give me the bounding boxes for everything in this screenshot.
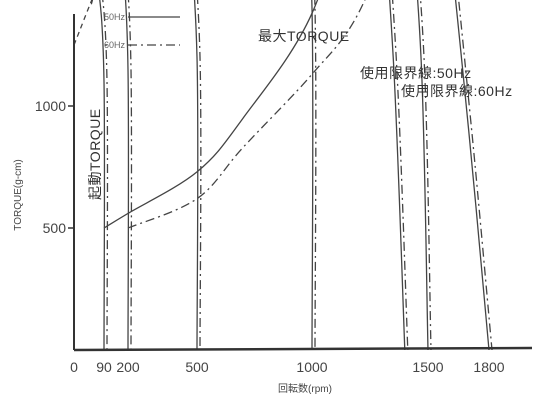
legend-label-50hz: 50Hz bbox=[104, 12, 126, 22]
y-tick-label-500: 500 bbox=[43, 220, 67, 236]
annotation-start-torque: 起動TORQUE bbox=[87, 108, 103, 200]
x-tick-label-0: 0 bbox=[70, 359, 78, 375]
speed-torque-curve-60hz-1400 bbox=[362, 0, 407, 350]
speed-torque-curve-200 bbox=[113, 0, 129, 350]
x-tick-label-1800: 1800 bbox=[473, 359, 504, 375]
x-tick-label-1500: 1500 bbox=[412, 359, 443, 375]
annotation-max-torque: 最大TORQUE bbox=[258, 28, 350, 44]
x-tick-label-500: 500 bbox=[185, 359, 209, 375]
x-axis-title: 回転数(rpm) bbox=[278, 382, 332, 395]
y-tick-label-1000: 1000 bbox=[35, 98, 66, 114]
y-axis-title: TORQUE(g-cm) bbox=[13, 159, 24, 230]
speed-torque-curve-1400 bbox=[358, 0, 404, 350]
x-axis bbox=[74, 348, 532, 350]
x-tick-label-1000: 1000 bbox=[296, 359, 327, 375]
speed-torque-curve-60hz-200 bbox=[117, 0, 132, 350]
legend-label-60hz: 60Hz bbox=[104, 40, 126, 50]
x-tick-label-200: 200 bbox=[116, 359, 140, 375]
ticks-layer: 500100015002000090200500100015001800 bbox=[35, 0, 505, 375]
annotation-limit-60hz: 使用限界線:60Hz bbox=[401, 83, 513, 99]
speed-torque-curve-1800 bbox=[428, 0, 489, 350]
speed-torque-curve-60hz-1800 bbox=[432, 0, 492, 350]
x-tick-label-90: 90 bbox=[96, 359, 112, 375]
curves-layer bbox=[74, 0, 492, 350]
speed-torque-curve-500 bbox=[174, 0, 198, 350]
legend: 50Hz 60Hz bbox=[104, 12, 180, 50]
annotation-limit-50hz: 使用限界線:50Hz bbox=[360, 65, 472, 81]
speed-torque-curve-1000 bbox=[289, 0, 313, 350]
